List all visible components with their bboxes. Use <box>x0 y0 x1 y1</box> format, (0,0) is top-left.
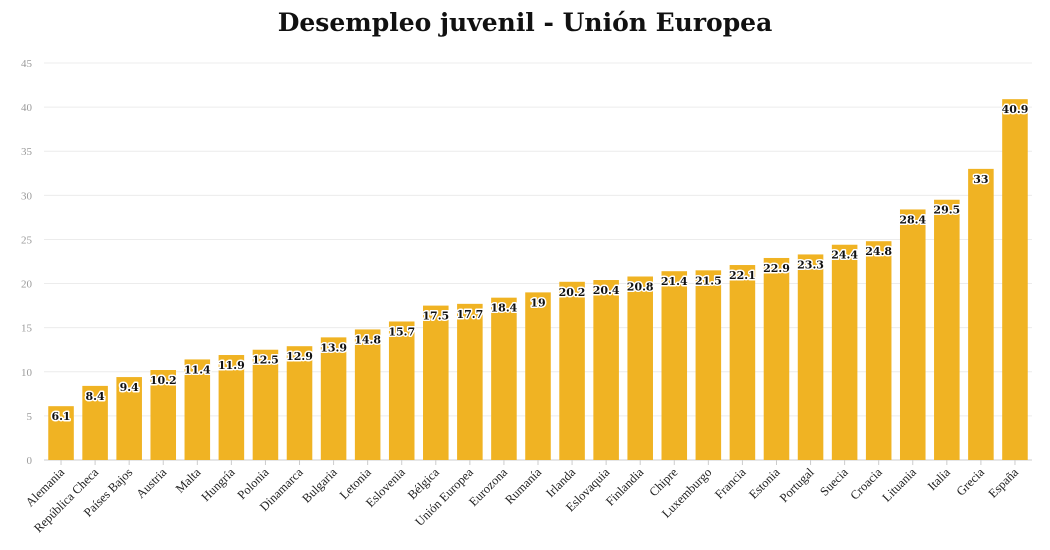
data-label: 12.5 <box>252 354 279 367</box>
data-label: 23.3 <box>797 258 824 271</box>
y-tick-label: 30 <box>21 190 33 202</box>
bar <box>763 257 790 460</box>
data-label: 17.7 <box>456 308 483 321</box>
data-label: 11.4 <box>184 363 211 376</box>
y-tick-label: 10 <box>21 367 33 379</box>
data-label: 15.7 <box>388 325 415 338</box>
data-label: 18.4 <box>491 302 518 315</box>
data-label: 17.5 <box>422 310 449 323</box>
bar <box>354 329 381 460</box>
x-tick-label: Francia <box>712 465 749 502</box>
bar <box>559 281 585 460</box>
bar <box>525 292 551 460</box>
data-label: 13.9 <box>320 341 347 354</box>
x-tick-label: Malta <box>173 465 204 496</box>
data-label: 8.4 <box>86 390 105 403</box>
bar <box>457 303 483 460</box>
data-label: 24.4 <box>831 249 858 262</box>
y-axis: 0 5 10 15 20 25 30 35 40 45 <box>21 58 33 467</box>
bar <box>865 241 892 460</box>
y-tick-label: 5 <box>27 411 33 423</box>
data-label: 12.9 <box>286 350 313 363</box>
bar <box>593 280 619 460</box>
bar <box>150 370 177 460</box>
bar <box>831 244 858 460</box>
bar <box>729 265 756 460</box>
data-label: 11.9 <box>218 359 245 372</box>
bar <box>184 359 211 460</box>
x-tick-label: Rumanía <box>502 465 544 507</box>
y-tick-label: 45 <box>21 58 33 70</box>
x-tick-label: Italia <box>925 465 953 493</box>
data-label: 33 <box>973 173 988 186</box>
y-tick-label: 0 <box>27 455 33 467</box>
data-label: 22.1 <box>729 269 756 282</box>
bar <box>252 349 279 460</box>
y-tick-label: 15 <box>21 323 33 335</box>
data-label: 19 <box>530 296 545 309</box>
x-tick-label: Suecia <box>817 465 851 499</box>
bar <box>388 321 415 460</box>
x-tick-label: Hungría <box>199 465 238 504</box>
bar <box>627 276 653 460</box>
bar <box>797 254 824 460</box>
bar <box>968 168 994 460</box>
y-tick-label: 25 <box>21 234 33 246</box>
y-tick-label: 20 <box>21 279 33 291</box>
data-label: 40.9 <box>1002 103 1029 116</box>
bars: 6.1 8.4 9.4 10.2 11.4 11.9 12.5 12.9 13.9 14.8 15.… <box>48 99 1030 460</box>
bar <box>218 355 245 460</box>
data-label: 22.9 <box>763 262 790 275</box>
x-tick-label: Croacia <box>847 465 885 503</box>
x-tick-label: Grecia <box>954 465 988 499</box>
data-label: 21.4 <box>661 275 688 288</box>
bar <box>320 337 347 460</box>
data-label: 24.8 <box>865 245 892 258</box>
bar <box>491 297 517 460</box>
bar <box>899 209 926 460</box>
bar <box>934 199 960 460</box>
x-tick-label: Austria <box>133 465 169 501</box>
bar <box>286 346 313 460</box>
bar <box>48 406 74 460</box>
data-label: 20.8 <box>627 280 654 293</box>
y-tick-label: 40 <box>21 102 33 114</box>
bar <box>82 385 108 460</box>
x-tick-label: Lituania <box>880 465 920 505</box>
x-tick-label: España <box>986 465 1022 501</box>
data-label: 28.4 <box>899 213 926 226</box>
bar <box>695 270 722 460</box>
data-label: 29.5 <box>933 204 960 217</box>
bar <box>423 305 449 460</box>
data-label: 14.8 <box>354 333 381 346</box>
y-tick-label: 35 <box>21 146 33 158</box>
x-tick-label: Eurozona <box>466 465 510 509</box>
data-label: 10.2 <box>150 374 177 387</box>
bar <box>661 271 688 460</box>
data-label: 6.1 <box>51 410 70 423</box>
x-tick-label: Finlandia <box>603 465 647 509</box>
chart-title: Desempleo juvenil - Unión Europea <box>277 8 773 37</box>
bar <box>1002 99 1028 460</box>
data-label: 21.5 <box>695 274 722 287</box>
x-tick-label: Portugal <box>777 465 817 505</box>
bar <box>116 377 142 460</box>
data-label: 9.4 <box>120 381 139 394</box>
x-tick-label: Bulgaria <box>299 465 340 506</box>
data-label: 20.2 <box>559 286 586 299</box>
data-label: 20.4 <box>593 284 620 297</box>
